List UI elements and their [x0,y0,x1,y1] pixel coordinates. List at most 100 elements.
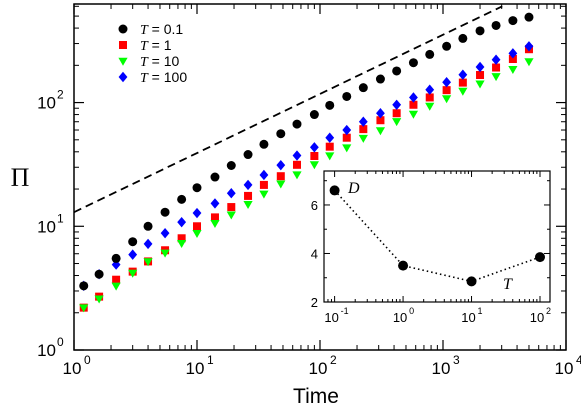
data-point-diamond [128,249,138,260]
inset-y-tick-label: 2 [311,295,318,310]
data-point-triangle-down [276,180,286,189]
legend-marker-square [119,41,127,49]
inset-x-tick-label-exponent: 0 [409,306,414,316]
data-point-circle [325,100,335,110]
data-point-diamond [309,142,319,153]
legend: T = 0.1T = 1T = 10T = 100 [118,21,187,86]
data-point-diamond [358,116,368,127]
data-point-diamond [160,227,170,239]
x-tick-label-exponent: 4 [576,353,581,367]
data-point-square [310,151,319,160]
x-axis-label: Time [293,385,339,407]
data-point-triangle-down [342,144,352,153]
inset-data-point [329,185,340,196]
data-point-circle [342,91,352,101]
data-point-diamond [292,150,302,161]
y-tick-label-exponent: 0 [57,335,64,349]
y-tick-label: 10 [37,94,56,113]
data-point-diamond [508,48,518,59]
data-point-diamond [276,159,286,171]
data-point-square [376,116,385,125]
y-tick-label: 10 [37,341,56,360]
reference-dashed-line [74,5,503,213]
data-point-circle [143,221,153,231]
data-point-triangle-down [243,200,253,209]
data-point-triangle-down [111,282,121,291]
data-point-circle [524,12,534,22]
data-point-triangle-down [259,190,269,199]
legend-label: T = 1 [140,37,172,54]
inset-x-tick-label: 10 [530,310,544,325]
data-point-triangle-down [210,219,220,228]
data-point-diamond [259,169,269,181]
data-point-triangle-down [309,161,319,170]
data-point-square [210,213,219,222]
data-point-square [476,71,485,80]
legend-marker-circle [118,24,128,34]
data-point-triangle-down [177,239,187,248]
x-tick-label: 10 [555,359,574,378]
inset-plot-frame [323,170,551,303]
inset-data-point [466,276,477,287]
legend-label: T = 10 [140,53,180,70]
inset-x-tick-label: 10 [461,310,475,325]
data-point-diamond [376,108,385,119]
data-point-diamond [177,216,187,228]
y-axis-label: Π [11,163,30,192]
data-point-diamond [325,132,335,143]
data-point-triangle-down [458,87,468,96]
inset-dotted-line [334,189,541,283]
data-point-diamond [475,61,485,73]
data-point-diamond [425,84,435,95]
data-point-circle [94,269,104,279]
data-point-circle [226,160,236,170]
data-point-circle [425,49,435,59]
data-point-circle [358,83,368,93]
data-point-square [442,86,451,95]
inset-annotation-d: D [347,180,360,197]
data-point-circle [491,20,501,30]
x-tick-label: 10 [309,359,328,378]
data-point-circle [192,183,202,193]
inset-y-tick-label: 4 [311,246,318,261]
data-point-square [359,125,368,134]
data-point-triangle-down [524,58,534,67]
data-point-circle [128,237,138,247]
inset-data-point [398,260,409,271]
data-point-triangle-down [192,229,202,238]
inset-x-tick-label-exponent: 2 [546,306,551,316]
data-point-square [458,78,467,87]
data-point-triangle-down [375,127,386,136]
data-point-circle [160,207,170,217]
data-point-circle [276,129,286,139]
data-point-square [325,142,334,151]
data-point-square [259,180,268,189]
inset-annotation-t: T [503,276,513,293]
legend-marker-triangle-down [118,57,128,66]
x-tick-label: 10 [186,359,205,378]
data-point-triangle-down [508,66,518,75]
x-tick-label-exponent: 0 [84,353,91,367]
data-point-triangle-down [143,258,153,267]
data-point-diamond [524,41,534,52]
data-point-circle [375,74,385,84]
x-tick-label: 10 [432,359,451,378]
data-point-circle [475,26,485,36]
data-point-circle [259,139,269,149]
inset-x-tick-label-exponent: 1 [478,306,483,316]
data-point-circle [508,16,518,26]
x-tick-label-exponent: 2 [330,353,337,367]
data-point-diamond [491,54,501,65]
data-point-triangle-down [94,295,104,304]
data-point-circle [177,194,187,204]
data-point-square [342,133,351,142]
legend-label: T = 0.1 [140,21,183,38]
data-point-diamond [342,124,352,136]
data-point-circle [111,253,121,263]
data-point-triangle-down [325,152,335,161]
data-point-diamond [143,238,153,250]
data-point-square [112,275,121,284]
y-tick-label: 10 [37,217,56,236]
